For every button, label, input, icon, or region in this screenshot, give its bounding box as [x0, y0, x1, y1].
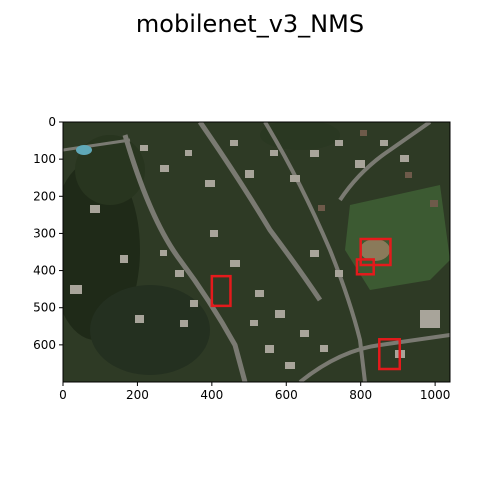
- detection-box: [355, 258, 375, 276]
- detection-box: [359, 237, 392, 267]
- y-tick-label: 0: [48, 115, 56, 129]
- y-tick-label: 500: [33, 301, 56, 315]
- detection-box: [378, 338, 402, 371]
- y-tick-label: 300: [33, 226, 56, 240]
- x-tick-label: 1000: [420, 388, 451, 402]
- y-axis: 0 100 200 300 400 500 600: [33, 115, 63, 352]
- x-tick-label: 800: [349, 388, 372, 402]
- x-tick-label: 200: [126, 388, 149, 402]
- aerial-image: [63, 122, 450, 382]
- y-tick-label: 200: [33, 189, 56, 203]
- chart-title: mobilenet_v3_NMS: [136, 10, 364, 38]
- detection-box: [210, 274, 232, 308]
- plot-frame: [62, 121, 451, 383]
- x-tick-label: 600: [275, 388, 298, 402]
- x-axis: 0 200 400 600 800 1000: [59, 382, 450, 402]
- detection-boxes: [210, 237, 402, 371]
- x-tick-label: 0: [59, 388, 67, 402]
- y-tick-label: 600: [33, 338, 56, 352]
- y-tick-label: 400: [33, 264, 56, 278]
- x-tick-label: 400: [200, 388, 223, 402]
- y-tick-label: 100: [33, 152, 56, 166]
